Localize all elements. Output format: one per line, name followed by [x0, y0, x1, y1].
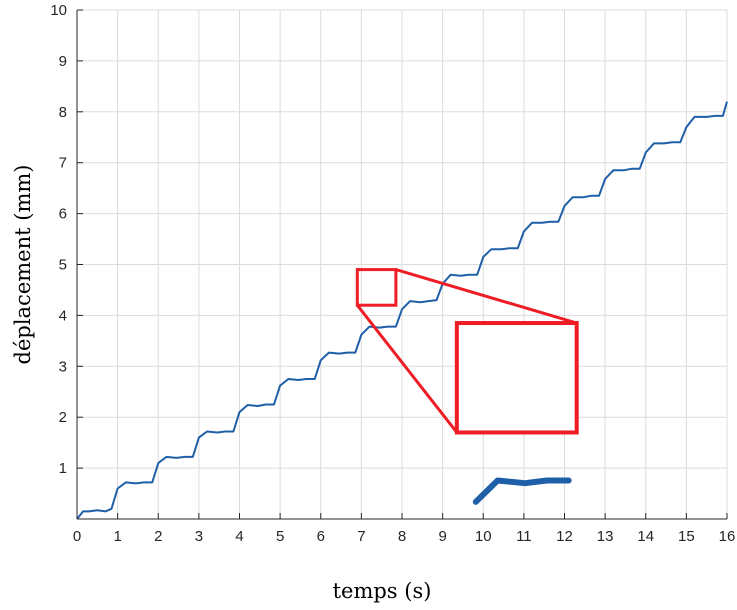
x-axis-label: temps (s) — [333, 579, 432, 603]
inset-magnified-curve — [472, 477, 572, 505]
x-tick-label: 3 — [195, 528, 203, 545]
zoom-inset-box — [454, 321, 579, 435]
x-tick-label: 16 — [719, 528, 736, 545]
zoom-connector-line — [395, 268, 578, 325]
x-tick-label: 0 — [73, 528, 81, 545]
zoom-connector-line — [356, 304, 459, 434]
x-tick-label: 5 — [276, 528, 284, 545]
y-tick-label: 9 — [59, 53, 67, 70]
x-tick-label: 14 — [637, 528, 654, 545]
y-tick-label: 3 — [59, 358, 67, 375]
y-tick-label: 10 — [50, 2, 67, 19]
x-tick-label: 8 — [398, 528, 406, 545]
y-tick-label: 7 — [59, 155, 67, 172]
x-tick-label: 11 — [516, 528, 532, 545]
x-tick-label: 10 — [475, 528, 492, 545]
series-line — [76, 101, 728, 520]
x-tick-label: 6 — [317, 528, 325, 545]
y-tick-label: 6 — [59, 206, 67, 223]
y-tick-label: 4 — [59, 307, 67, 324]
y-tick-label: 2 — [59, 409, 67, 426]
x-tick-label: 9 — [438, 528, 446, 545]
x-tick-label: 7 — [357, 528, 365, 545]
x-tick-label: 12 — [556, 528, 573, 545]
x-tick-label: 2 — [154, 528, 162, 545]
y-tick-label: 5 — [59, 257, 67, 274]
y-tick-label: 8 — [59, 104, 67, 121]
zoom-region-box — [355, 268, 398, 307]
x-tick-label: 13 — [597, 528, 614, 545]
y-axis-label: déplacement (mm) — [11, 165, 35, 365]
y-tick-label: 1 — [59, 460, 67, 477]
x-tick-label: 1 — [113, 528, 121, 545]
x-tick-label: 15 — [678, 528, 695, 545]
x-tick-label: 4 — [235, 528, 243, 545]
